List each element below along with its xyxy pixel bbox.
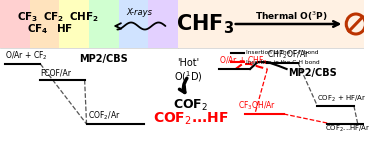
Text: $\mathbf{CHF_3}$: $\mathbf{CHF_3}$	[176, 12, 234, 36]
Bar	[148, 0, 178, 48]
Text: Thermal O($^3$P): Thermal O($^3$P)	[255, 10, 328, 23]
Text: CHF$_2$OF/Ar: CHF$_2$OF/Ar	[267, 48, 310, 61]
Bar	[178, 0, 364, 48]
Bar	[59, 0, 89, 48]
Bar	[89, 0, 119, 48]
Text: COF$_2$...HF/Ar: COF$_2$...HF/Ar	[325, 124, 370, 134]
Text: Insertion in the C-F bond: Insertion in the C-F bond	[246, 50, 319, 55]
Text: O/Ar + CF$_2$: O/Ar + CF$_2$	[5, 50, 48, 62]
Text: $\mathbf{CF_3}$: $\mathbf{CF_3}$	[17, 10, 39, 24]
Text: COF$_2$...HF: COF$_2$...HF	[153, 111, 228, 127]
Text: Insertion in the C-H bond: Insertion in the C-H bond	[246, 59, 320, 64]
Text: COF$_2$: COF$_2$	[173, 97, 208, 112]
Text: X-rays: X-rays	[127, 8, 152, 17]
Text: $\mathbf{HF}$: $\mathbf{HF}$	[56, 22, 73, 34]
Text: MP2/CBS: MP2/CBS	[79, 54, 128, 64]
Bar	[0, 48, 364, 152]
Text: COF$_2$/Ar: COF$_2$/Ar	[88, 109, 121, 122]
Text: $\mathbf{CF_4}$: $\mathbf{CF_4}$	[27, 22, 48, 36]
Text: COF$_2$ + HF/Ar: COF$_2$ + HF/Ar	[318, 94, 367, 104]
Text: O/Ar + CHF$_3$: O/Ar + CHF$_3$	[219, 55, 268, 67]
Bar	[119, 0, 148, 48]
Bar	[0, 0, 29, 48]
Text: $\mathbf{CHF_2}$: $\mathbf{CHF_2}$	[69, 10, 99, 24]
Bar	[29, 0, 59, 48]
Text: O($^1$D): O($^1$D)	[174, 69, 203, 84]
Text: FCOF/Ar: FCOF/Ar	[40, 69, 71, 78]
Text: MP2/CBS: MP2/CBS	[288, 68, 337, 78]
Text: CF$_3$OH/Ar: CF$_3$OH/Ar	[237, 100, 276, 112]
Text: 'Hot': 'Hot'	[177, 58, 200, 68]
Text: $\mathbf{CF_2}$: $\mathbf{CF_2}$	[43, 10, 64, 24]
